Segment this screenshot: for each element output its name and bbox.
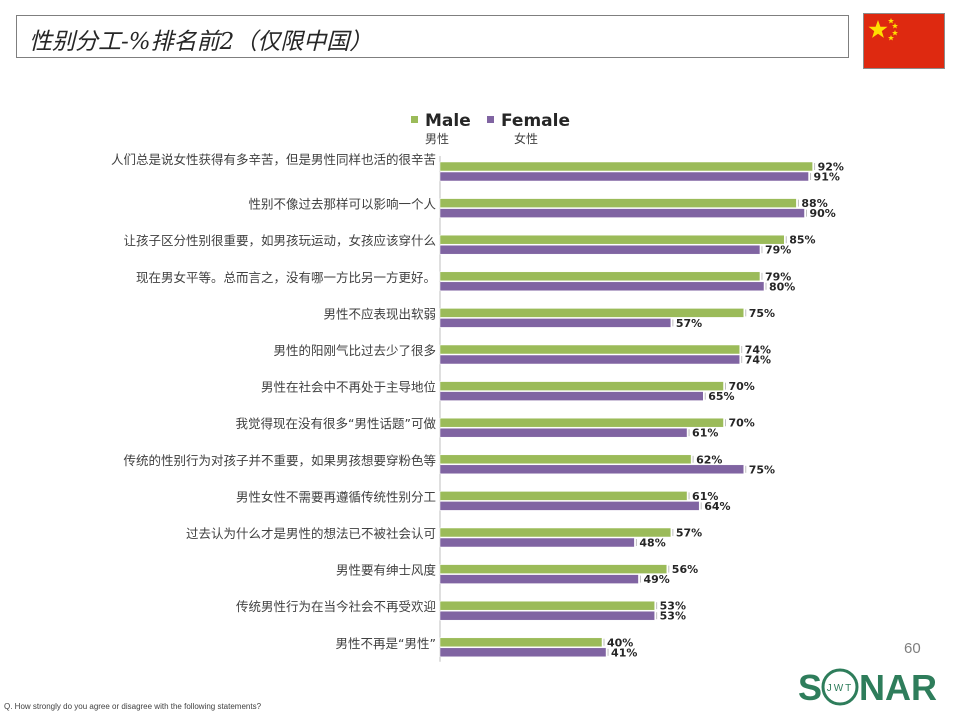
bar-male: [439, 198, 797, 208]
value-label-female: 75%: [749, 463, 775, 476]
value-label-male: 88%: [801, 197, 827, 210]
flag-small-star: [892, 30, 898, 36]
bar-female: [439, 501, 700, 511]
bar-female: [439, 208, 805, 218]
legend-swatch-male: [411, 116, 418, 123]
title-box: 性别分工-%排名前2（仅限中国）: [16, 15, 849, 58]
value-label-female: 49%: [643, 573, 669, 586]
value-label-female: 79%: [765, 244, 791, 257]
value-label-male: 56%: [672, 563, 698, 576]
legend-label-male: Male: [425, 111, 471, 131]
bar-female: [439, 354, 740, 365]
bar-female: [439, 318, 672, 328]
value-label-male: 62%: [696, 453, 722, 466]
category-label: 过去认为什么才是男性的想法已不被社会认可: [186, 526, 436, 541]
legend-label-female: Female: [501, 111, 570, 131]
china-flag-icon: [863, 13, 945, 69]
value-label-male: 75%: [749, 307, 775, 320]
flag-big-star: [868, 20, 888, 38]
category-label: 人们总是说女性获得有多辛苦，但是男性同样也活的很辛苦: [111, 152, 436, 167]
bar-female: [439, 281, 765, 292]
bar-female: [439, 391, 704, 401]
svg-text:NAR: NAR: [859, 667, 937, 708]
legend-swatch-female: [487, 116, 494, 123]
value-label-male: 85%: [789, 234, 815, 247]
bar-female: [439, 610, 655, 621]
bar-female: [439, 574, 639, 584]
category-label: 男性在社会中不再处于主导地位: [261, 380, 436, 395]
bar-male: [439, 308, 744, 318]
category-label: 性别不像过去那样可以影响一个人: [248, 197, 436, 212]
bar-female: [439, 537, 635, 548]
category-label: 我觉得现在没有很多“男性话题”可做: [236, 416, 437, 431]
bar-male: [439, 417, 724, 428]
flag-small-star: [892, 23, 898, 29]
bar-male: [439, 564, 668, 574]
bar-male: [439, 271, 761, 282]
value-label-female: 80%: [769, 280, 795, 293]
value-label-female: 90%: [810, 207, 836, 220]
category-label: 男性不应表现出软弱: [323, 306, 436, 321]
value-label-female: 91%: [814, 171, 840, 184]
bar-female: [439, 647, 607, 658]
legend-label-cn-female: 女性: [514, 131, 538, 146]
value-label-female: 65%: [708, 390, 734, 403]
value-label-male: 57%: [676, 527, 702, 540]
bar-male: [439, 381, 724, 391]
value-label-male: 74%: [745, 344, 771, 357]
bar-female: [439, 427, 688, 438]
value-label-male: 61%: [692, 490, 718, 503]
value-label-female: 41%: [611, 646, 637, 659]
category-label: 男性女性不需要再遵循传统性别分工: [236, 489, 436, 504]
value-label-male: 70%: [729, 380, 755, 393]
value-label-female: 74%: [745, 354, 771, 367]
category-label: 男性不再是“男性”: [336, 636, 436, 651]
value-label-male: 92%: [818, 161, 844, 174]
svg-text:JWT: JWT: [827, 683, 854, 694]
bar-male: [439, 527, 672, 538]
bar-male: [439, 600, 655, 611]
value-label-male: 40%: [607, 636, 633, 649]
value-label-female: 61%: [692, 427, 718, 440]
bar-male: [439, 344, 740, 355]
legend-label-cn-male: 男性: [425, 132, 449, 146]
page-number: 60: [904, 640, 921, 657]
footnote: Q. How strongly do you agree or disagree…: [4, 702, 262, 711]
value-label-male: 53%: [660, 600, 686, 613]
bar-male: [439, 637, 603, 648]
category-label: 让孩子区分性别很重要，如男孩玩运动，女孩应该穿什么: [123, 233, 436, 248]
value-label-female: 48%: [639, 537, 665, 550]
flag-small-star: [888, 18, 894, 24]
value-label-female: 53%: [660, 610, 686, 623]
bar-female: [439, 464, 744, 475]
bar-female: [439, 171, 809, 182]
bar-male: [439, 161, 813, 172]
bar-male: [439, 454, 692, 465]
category-label: 传统的性别行为对孩子并不重要，如果男孩想要穿粉色等: [123, 453, 436, 468]
bar-female: [439, 244, 761, 255]
value-label-female: 57%: [676, 317, 702, 330]
value-label-male: 79%: [765, 270, 791, 283]
category-label: 传统男性行为在当今社会不再受欢迎: [236, 599, 436, 614]
bar-male: [439, 234, 785, 245]
page-title: 性别分工-%排名前2（仅限中国）: [29, 29, 373, 55]
svg-text:S: S: [798, 667, 822, 708]
value-label-female: 64%: [704, 500, 730, 513]
sonar-jwt-logo: S JWT NAR: [796, 662, 946, 710]
flag-small-star: [888, 35, 894, 41]
bar-male: [439, 491, 688, 501]
value-label-male: 70%: [729, 417, 755, 430]
category-label: 男性要有绅士风度: [336, 563, 437, 578]
category-label: 现在男女平等。总而言之，没有哪一方比另一方更好。: [136, 270, 436, 285]
category-label: 男性的阳刚气比过去少了很多: [273, 343, 436, 358]
